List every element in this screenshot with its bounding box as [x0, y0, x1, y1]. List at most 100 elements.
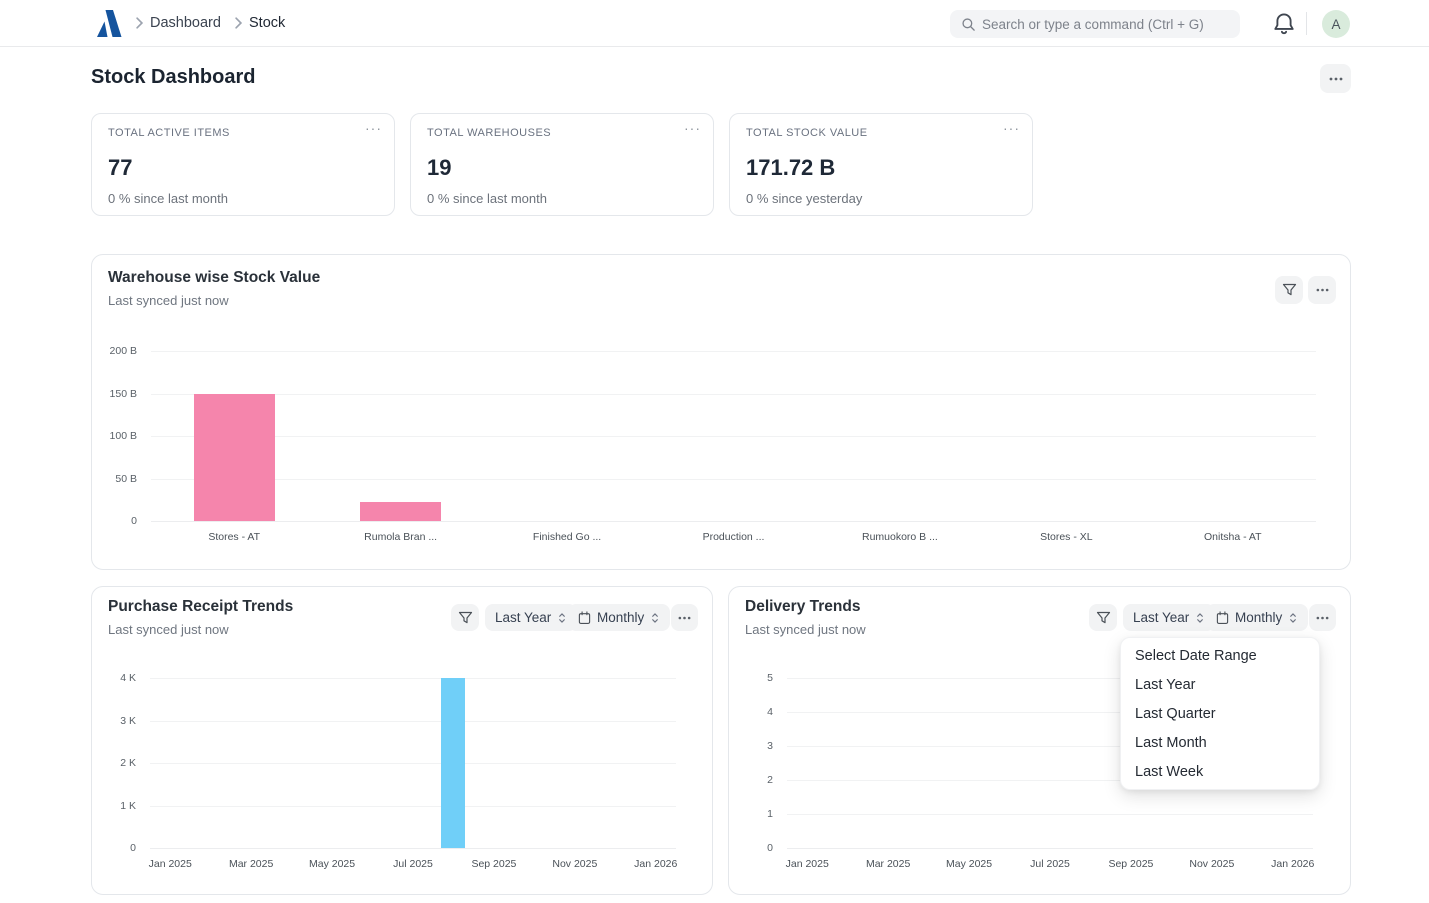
- menu-item-last-month[interactable]: Last Month: [1135, 734, 1207, 751]
- filter-button[interactable]: [451, 604, 479, 631]
- breadcrumb-stock[interactable]: Stock: [249, 15, 286, 31]
- filter-funnel-icon: [458, 611, 472, 623]
- gridline: [787, 780, 1313, 781]
- divider: [1306, 12, 1307, 35]
- x-tick-label: Finished Go ...: [532, 531, 602, 543]
- filter-button[interactable]: [1089, 604, 1117, 631]
- chart-menu-button[interactable]: [1308, 276, 1336, 304]
- menu-item-last-quarter[interactable]: Last Quarter: [1135, 705, 1216, 722]
- user-avatar[interactable]: A: [1322, 10, 1350, 38]
- navbar: Dashboard Stock A: [0, 0, 1429, 47]
- y-tick-label: 4 K: [120, 672, 136, 684]
- gridline: [787, 746, 1313, 747]
- y-tick-label: 2: [767, 774, 773, 786]
- menu-item-last-year[interactable]: Last Year: [1135, 676, 1196, 693]
- filter-funnel-icon: [1096, 611, 1110, 623]
- chart-menu-button[interactable]: [671, 604, 698, 631]
- card-menu-button[interactable]: ···: [365, 120, 382, 136]
- gridline: [151, 521, 1316, 522]
- x-tick-label: Jan 2025: [785, 858, 829, 870]
- gridline: [787, 678, 1313, 679]
- frequency-select[interactable]: Monthly: [1206, 604, 1309, 631]
- x-tick-label: Jan 2026: [634, 858, 678, 870]
- date-range-value: Last Year: [495, 610, 552, 625]
- x-tick-label: Production ...: [702, 531, 765, 543]
- chart-menu-button[interactable]: [1309, 604, 1336, 631]
- menu-item-last-week[interactable]: Last Week: [1135, 763, 1204, 780]
- y-tick-label: 4: [767, 706, 773, 718]
- y-tick-label: 0: [130, 842, 136, 854]
- frequency-select[interactable]: Monthly: [568, 604, 671, 631]
- x-tick-label: Nov 2025: [552, 858, 598, 870]
- x-tick-label: Sep 2025: [1108, 858, 1154, 870]
- x-tick-label: Stores - AT: [208, 531, 261, 543]
- ellipsis-icon: [1316, 616, 1329, 619]
- frequency-value: Monthly: [1235, 610, 1283, 625]
- notifications-bell-icon[interactable]: [1272, 12, 1296, 36]
- gridline: [150, 720, 676, 722]
- y-tick-label: 50 B: [115, 472, 137, 485]
- gridline: [787, 814, 1313, 815]
- search-icon: [962, 18, 975, 31]
- avatar-letter: A: [1331, 16, 1341, 32]
- breadcrumb-dashboard[interactable]: Dashboard: [150, 15, 221, 31]
- chart-title: Delivery Trends: [745, 598, 861, 615]
- stat-subtext: 0 % since last month: [108, 191, 228, 206]
- chart-title: Purchase Receipt Trends: [108, 598, 294, 615]
- warehouse-stock-value-card: Warehouse wise Stock Value Last synced j…: [91, 254, 1351, 570]
- y-tick-label: 2 K: [120, 757, 136, 769]
- filter-button[interactable]: [1275, 276, 1303, 304]
- filter-funnel-icon: [1282, 283, 1296, 296]
- updown-chevron-icon: [559, 612, 566, 623]
- menu-item-select-date-range[interactable]: Select Date Range: [1135, 647, 1257, 664]
- search-bar[interactable]: [950, 10, 1240, 38]
- y-tick-label: 150 B: [109, 387, 137, 400]
- updown-chevron-icon: [1290, 612, 1297, 623]
- search-input[interactable]: [982, 10, 1232, 38]
- date-range-select[interactable]: Last Year: [485, 604, 578, 631]
- frequency-value: Monthly: [597, 610, 645, 625]
- ellipsis-icon: [1316, 288, 1328, 292]
- breadcrumb-chevron-icon: [235, 17, 243, 29]
- gridline: [151, 436, 1316, 437]
- gridline: [150, 678, 676, 679]
- x-tick-label: May 2025: [946, 858, 993, 870]
- gridline: [151, 393, 1316, 395]
- gridline: [151, 478, 1316, 480]
- updown-chevron-icon: [1197, 612, 1204, 623]
- stat-label: TOTAL ACTIVE ITEMS: [108, 127, 230, 139]
- page-menu-button[interactable]: [1320, 64, 1351, 93]
- card-menu-button[interactable]: ···: [1003, 120, 1020, 136]
- gridline: [787, 712, 1313, 713]
- x-tick-label: Onitsha - AT: [1203, 531, 1262, 543]
- chart-subtitle: Last synced just now: [108, 293, 229, 308]
- stat-value: 77: [108, 155, 133, 180]
- app-logo-icon[interactable]: [95, 9, 122, 38]
- gridline: [150, 848, 676, 849]
- gridline: [150, 805, 676, 807]
- y-tick-label: 1: [767, 808, 773, 820]
- card-menu-button[interactable]: ···: [684, 120, 701, 136]
- x-tick-label: Mar 2025: [228, 858, 274, 870]
- stat-label: TOTAL WAREHOUSES: [427, 127, 552, 139]
- stat-card-total-stock-value: TOTAL STOCK VALUE ··· 171.72 B 0 % since…: [729, 113, 1033, 216]
- y-tick-label: 0: [131, 515, 137, 527]
- x-tick-label: Sep 2025: [471, 858, 517, 870]
- x-tick-label: Stores - XL: [1040, 531, 1093, 543]
- ellipsis-icon: [1329, 77, 1342, 80]
- gridline: [150, 763, 676, 764]
- stat-card-total-warehouses: TOTAL WAREHOUSES ··· 19 0 % since last m…: [410, 113, 714, 216]
- date-range-value: Last Year: [1133, 610, 1190, 625]
- date-range-menu: Select Date Range Last Year Last Quarter La…: [1120, 637, 1320, 790]
- chart-subtitle: Last synced just now: [108, 622, 229, 637]
- y-tick-label: 1 K: [120, 799, 136, 812]
- x-tick-label: May 2025: [309, 858, 356, 870]
- calendar-icon: [578, 610, 591, 624]
- x-tick-label: Rumola Bran ...: [364, 531, 438, 543]
- x-tick-label: Rumuokoro B ...: [861, 531, 938, 543]
- y-tick-label: 0: [767, 842, 773, 854]
- calendar-icon: [1216, 610, 1229, 624]
- date-range-select[interactable]: Last Year: [1123, 604, 1216, 631]
- gridline: [151, 351, 1316, 352]
- y-tick-label: 3: [767, 740, 773, 752]
